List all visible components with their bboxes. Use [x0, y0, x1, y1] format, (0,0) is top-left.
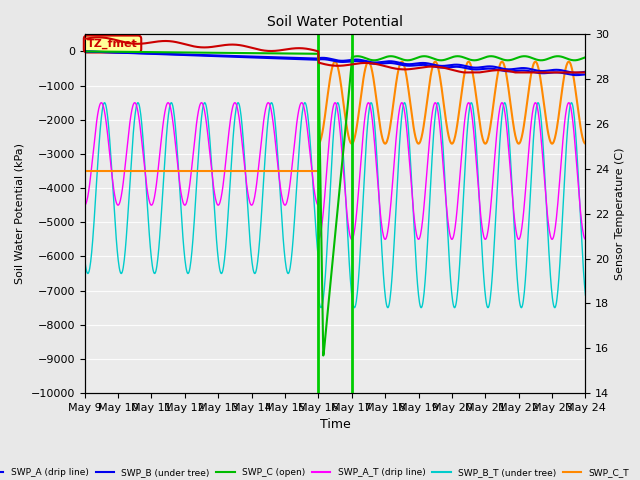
Y-axis label: Soil Water Potential (kPa): Soil Water Potential (kPa): [15, 143, 25, 284]
Y-axis label: Sensor Temperature (C): Sensor Temperature (C): [615, 147, 625, 280]
Legend: SWP_A (drip line), SWP_B (under tree), SWP_C (open), SWP_A_T (drip line), SWP_B_: SWP_A (drip line), SWP_B (under tree), S…: [0, 464, 633, 480]
Title: Soil Water Potential: Soil Water Potential: [267, 15, 403, 29]
Text: TZ_fmet: TZ_fmet: [87, 39, 138, 49]
X-axis label: Time: Time: [320, 419, 351, 432]
